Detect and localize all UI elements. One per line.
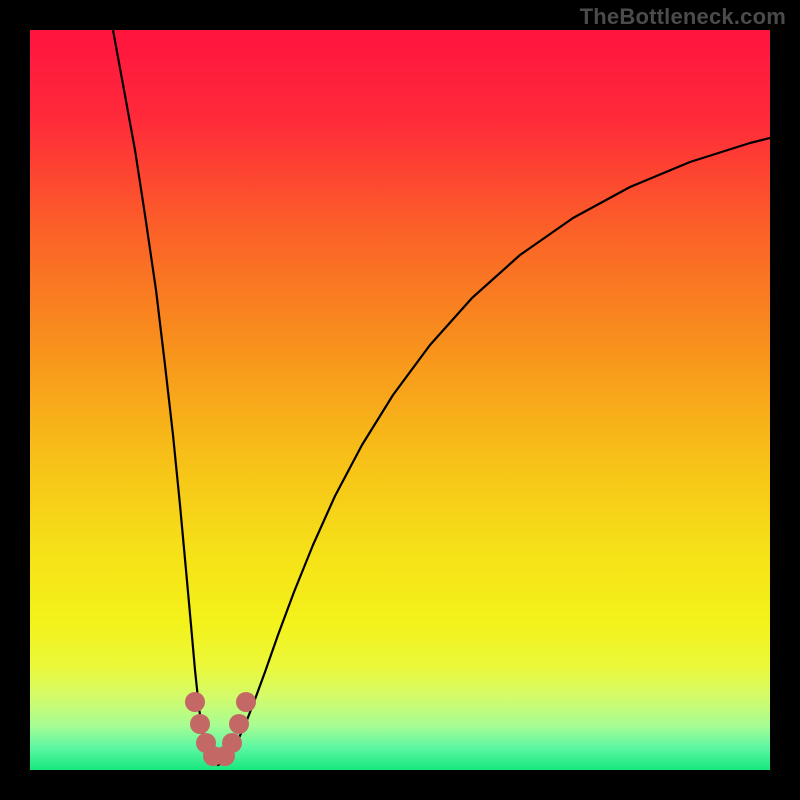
watermark-text: TheBottleneck.com xyxy=(580,4,786,30)
marker-dot xyxy=(185,692,205,712)
marker-dot xyxy=(190,714,210,734)
plot-area xyxy=(30,30,770,770)
chart-container: TheBottleneck.com xyxy=(0,0,800,800)
chart-svg xyxy=(30,30,770,770)
marker-dot xyxy=(229,714,249,734)
marker-dot xyxy=(236,692,256,712)
gradient-background xyxy=(30,30,770,770)
marker-dot xyxy=(222,733,242,753)
